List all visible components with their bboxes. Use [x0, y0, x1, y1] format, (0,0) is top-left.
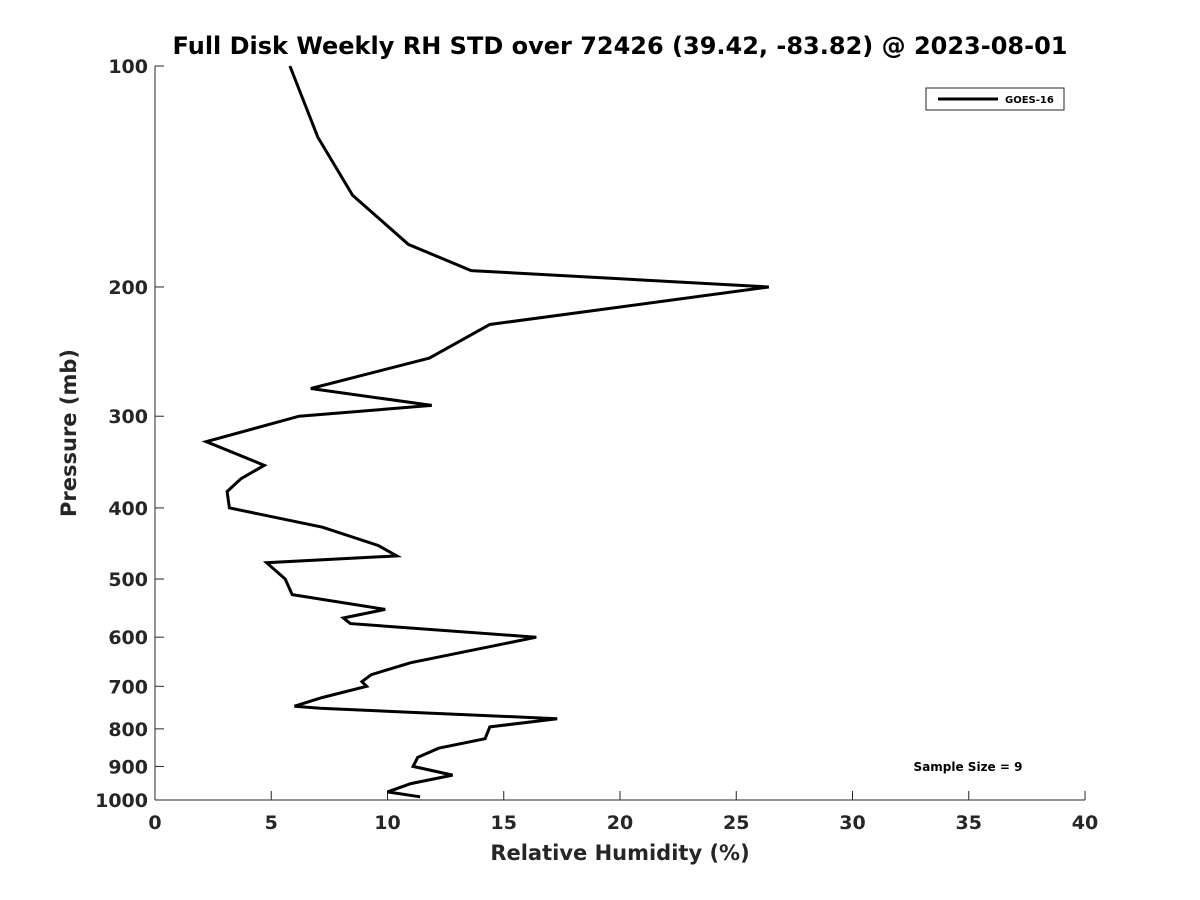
x-tick-label: 10	[374, 812, 400, 834]
x-tick-label: 35	[956, 812, 982, 834]
y-tick-label: 1000	[95, 790, 148, 812]
x-tick-label: 0	[148, 812, 161, 834]
sample-size-annotation: Sample Size = 9	[914, 760, 1023, 774]
y-tick-label: 600	[108, 627, 148, 649]
x-tick-label: 5	[265, 812, 278, 834]
x-axis-ticks: 0 5 10 15 20 25 30 35 40	[148, 791, 1098, 834]
y-tick-label: 900	[108, 756, 148, 778]
y-axis-ticks: 100 200 300 400 500 600 700 800 900 1000	[95, 56, 164, 812]
legend: GOES-16	[925, 87, 1065, 111]
x-tick-label: 30	[839, 812, 865, 834]
y-tick-label: 300	[108, 406, 148, 428]
series-layer	[201, 65, 769, 799]
series-line-goes-16	[201, 65, 769, 799]
y-tick-label: 800	[108, 719, 148, 741]
y-tick-label: 200	[108, 277, 148, 299]
x-tick-label: 40	[1072, 812, 1098, 834]
y-tick-label: 500	[108, 569, 148, 591]
x-axis-label: Relative Humidity (%)	[490, 841, 749, 865]
y-tick-label: 700	[108, 676, 148, 698]
y-axis-label: Pressure (mb)	[57, 349, 81, 517]
x-tick-label: 20	[607, 812, 633, 834]
plot-area	[154, 66, 1085, 801]
y-tick-label: 400	[108, 498, 148, 520]
x-tick-label: 15	[491, 812, 517, 834]
x-tick-label: 25	[723, 812, 749, 834]
y-tick-label: 100	[108, 56, 148, 78]
chart-title: Full Disk Weekly RH STD over 72426 (39.4…	[173, 32, 1068, 60]
legend-label: GOES-16	[1005, 95, 1054, 106]
